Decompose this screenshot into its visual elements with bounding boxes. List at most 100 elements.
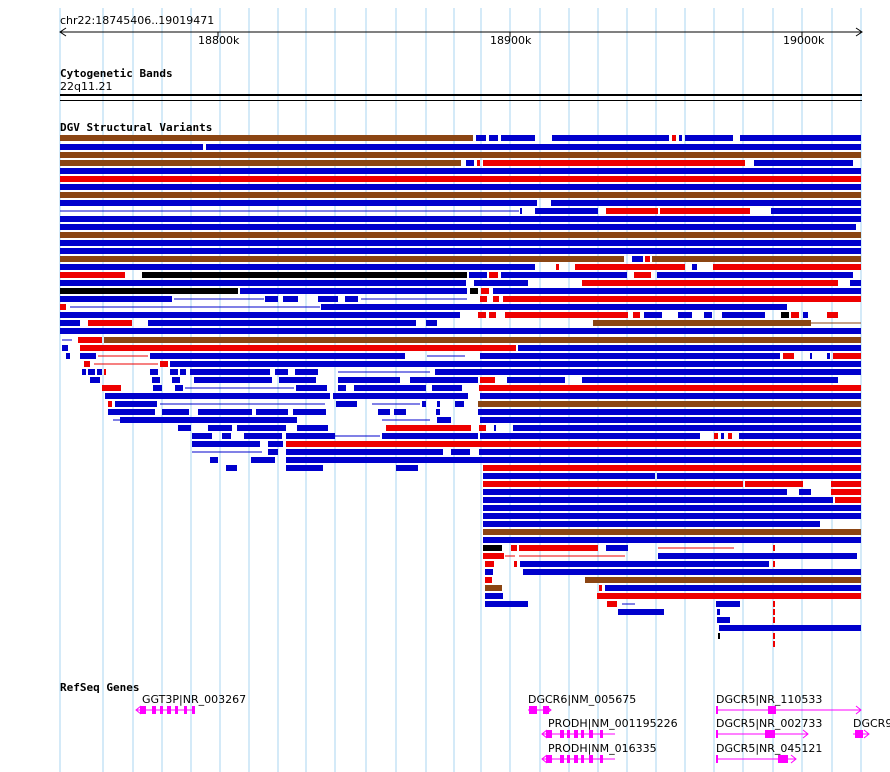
- variant-segment[interactable]: [222, 433, 231, 439]
- variant-segment[interactable]: [489, 272, 498, 278]
- variant-segment[interactable]: [60, 192, 861, 198]
- variant-segment[interactable]: [480, 433, 700, 439]
- variant-segment[interactable]: [556, 264, 559, 270]
- variant-segment[interactable]: [286, 465, 323, 471]
- variant-segment[interactable]: [485, 601, 528, 607]
- gene-model-dgcr5-1[interactable]: [716, 705, 862, 715]
- variant-segment[interactable]: [206, 144, 861, 150]
- variant-segment[interactable]: [90, 377, 100, 383]
- variant-segment[interactable]: [436, 409, 440, 415]
- variant-segment[interactable]: [633, 312, 640, 318]
- variant-segment[interactable]: [60, 296, 172, 302]
- variant-segment[interactable]: [713, 264, 861, 270]
- variant-segment[interactable]: [485, 569, 493, 575]
- variant-segment[interactable]: [60, 288, 238, 294]
- gene-label-prodh-1[interactable]: PRODH|NM_001195226: [548, 717, 678, 730]
- variant-segment[interactable]: [483, 473, 655, 479]
- variant-segment[interactable]: [494, 425, 496, 431]
- variant-segment[interactable]: [88, 369, 95, 375]
- variant-segment[interactable]: [783, 353, 794, 359]
- variant-segment[interactable]: [479, 385, 861, 391]
- variant-segment[interactable]: [466, 160, 474, 166]
- variant-segment[interactable]: [296, 385, 327, 391]
- variant-segment[interactable]: [489, 135, 498, 141]
- variant-segment[interactable]: [142, 272, 467, 278]
- variant-segment[interactable]: [745, 481, 803, 487]
- variant-segment[interactable]: [394, 409, 406, 415]
- variant-segment[interactable]: [378, 409, 390, 415]
- variant-segment[interactable]: [827, 353, 830, 359]
- variant-segment[interactable]: [60, 152, 861, 158]
- variant-segment[interactable]: [483, 537, 861, 543]
- gene-label-dgcr5-2[interactable]: DGCR5|NR_002733: [716, 717, 823, 730]
- variant-segment[interactable]: [60, 272, 125, 278]
- variant-segment[interactable]: [618, 609, 664, 615]
- variant-segment[interactable]: [597, 593, 861, 599]
- gene-label-dgcr6[interactable]: DGCR6|NM_005675: [528, 693, 637, 706]
- variant-segment[interactable]: [493, 288, 861, 294]
- variant-segment[interactable]: [451, 449, 470, 455]
- variant-segment[interactable]: [60, 264, 535, 270]
- variant-segment[interactable]: [60, 135, 473, 141]
- variant-segment[interactable]: [62, 345, 68, 351]
- variant-segment[interactable]: [170, 369, 178, 375]
- variant-segment[interactable]: [78, 337, 102, 343]
- variant-segment[interactable]: [286, 433, 335, 439]
- variant-segment[interactable]: [410, 377, 478, 383]
- variant-segment[interactable]: [172, 377, 180, 383]
- variant-segment[interactable]: [781, 312, 789, 318]
- variant-segment[interactable]: [150, 369, 158, 375]
- variant-segment[interactable]: [469, 272, 487, 278]
- variant-segment[interactable]: [286, 441, 861, 447]
- variant-segment[interactable]: [483, 497, 833, 503]
- variant-segment[interactable]: [60, 224, 856, 230]
- variant-segment[interactable]: [433, 320, 437, 326]
- gene-model-dgcr5-2[interactable]: [716, 729, 809, 739]
- variant-segment[interactable]: [480, 393, 861, 399]
- variant-segment[interactable]: [704, 312, 712, 318]
- variant-segment[interactable]: [297, 425, 328, 431]
- variant-segment[interactable]: [503, 296, 861, 302]
- variant-segment[interactable]: [478, 401, 861, 407]
- variant-segment[interactable]: [480, 377, 495, 383]
- coordinate-ruler[interactable]: [59, 27, 863, 37]
- variant-segment[interactable]: [435, 369, 861, 375]
- variant-segment[interactable]: [717, 609, 720, 615]
- variant-segment[interactable]: [483, 545, 502, 551]
- variant-segment[interactable]: [791, 312, 799, 318]
- variant-segment[interactable]: [599, 585, 602, 591]
- variant-segment[interactable]: [268, 441, 283, 447]
- variant-segment[interactable]: [493, 296, 499, 302]
- variant-segment[interactable]: [728, 433, 732, 439]
- variant-segment[interactable]: [88, 320, 132, 326]
- variant-segment[interactable]: [160, 361, 168, 367]
- variant-segment[interactable]: [192, 433, 212, 439]
- variant-segment[interactable]: [476, 135, 486, 141]
- variant-segment[interactable]: [198, 409, 252, 415]
- variant-segment[interactable]: [773, 641, 775, 647]
- variant-segment[interactable]: [520, 208, 522, 214]
- variant-segment[interactable]: [657, 272, 853, 278]
- gene-label-dgcr9[interactable]: DGCR9|: [853, 717, 890, 730]
- variant-segment[interactable]: [102, 385, 121, 391]
- variant-segment[interactable]: [60, 256, 624, 262]
- variant-segment[interactable]: [104, 337, 861, 343]
- gene-model-prodh-1[interactable]: [541, 729, 615, 739]
- variant-segment[interactable]: [717, 617, 730, 623]
- variant-segment[interactable]: [152, 377, 160, 383]
- variant-segment[interactable]: [470, 288, 478, 294]
- gene-label-prodh-2[interactable]: PRODH|NM_016335: [548, 742, 657, 755]
- variant-segment[interactable]: [523, 569, 861, 575]
- variant-segment[interactable]: [60, 240, 861, 246]
- variant-segment[interactable]: [827, 312, 838, 318]
- variant-segment[interactable]: [60, 144, 203, 150]
- variant-segment[interactable]: [293, 409, 326, 415]
- variant-segment[interactable]: [483, 529, 861, 535]
- variant-segment[interactable]: [321, 304, 787, 310]
- variant-segment[interactable]: [474, 280, 528, 286]
- gene-label-ggt3p[interactable]: GGT3P|NR_003267: [142, 693, 247, 706]
- variant-segment[interactable]: [833, 353, 861, 359]
- variant-segment[interactable]: [60, 160, 461, 166]
- variant-segment[interactable]: [585, 577, 861, 583]
- variant-segment[interactable]: [835, 497, 861, 503]
